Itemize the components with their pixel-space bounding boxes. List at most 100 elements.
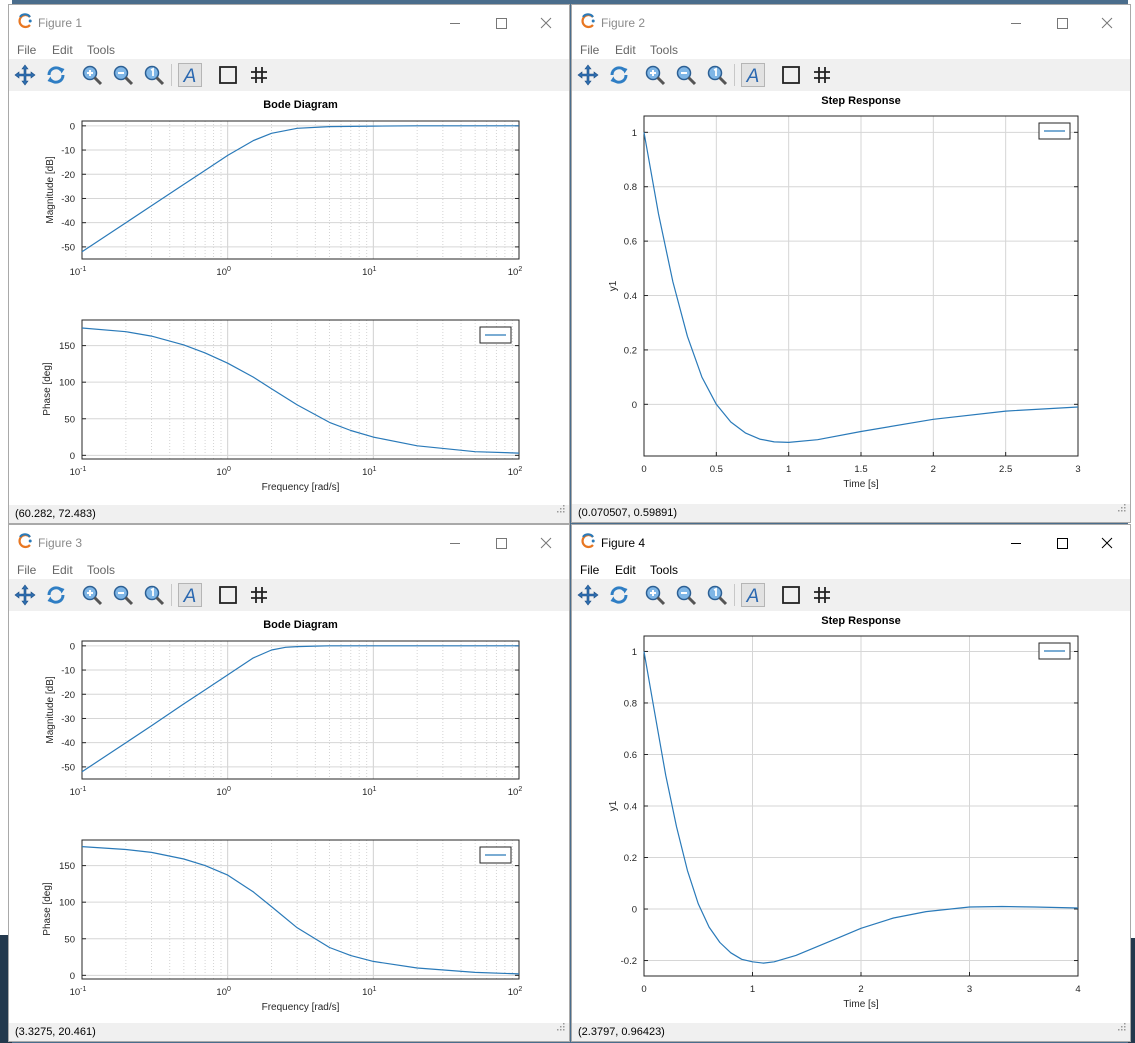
- zoom-out-button[interactable]: [110, 62, 136, 88]
- text-button[interactable]: A: [177, 582, 203, 608]
- rotate-button[interactable]: [43, 62, 69, 88]
- resize-grip-icon[interactable]: [1116, 1020, 1126, 1038]
- box-button[interactable]: [215, 582, 241, 608]
- resize-grip-icon[interactable]: [1116, 501, 1126, 519]
- zoom-out-button[interactable]: [110, 582, 136, 608]
- figure-window[interactable]: Figure 1 File Edit Tools A Bode Diagram 0 -10 -2…: [8, 4, 570, 524]
- zoom-in-button[interactable]: [79, 582, 105, 608]
- figure-window[interactable]: Figure 4 File Edit Tools A Step Response 1 0.8 0…: [571, 524, 1131, 1042]
- y-tick-label: -40: [61, 218, 75, 229]
- menu-file[interactable]: File: [17, 43, 37, 57]
- figure-window[interactable]: Figure 3 File Edit Tools A Bode Diagram 0 -10 -2…: [8, 524, 570, 1042]
- grid-button[interactable]: [809, 62, 835, 88]
- toolbar-separator: [734, 64, 735, 86]
- x-tick-label: 100: [216, 266, 231, 278]
- zoom-in-button[interactable]: [642, 582, 668, 608]
- title-bar[interactable]: Figure 4: [572, 525, 1130, 561]
- legend[interactable]: [479, 326, 512, 344]
- menu-tools[interactable]: Tools: [650, 563, 679, 577]
- menu-tools[interactable]: Tools: [650, 43, 679, 57]
- axes: 1 0.8 0.6 0.4 0.2 0 0 0.5 1 1.5 2 2.5 3: [624, 115, 1081, 475]
- grid-button[interactable]: [809, 582, 835, 608]
- y-tick-label: 0.6: [624, 237, 637, 248]
- text-button[interactable]: A: [740, 62, 766, 88]
- grid-button[interactable]: [246, 62, 272, 88]
- legend[interactable]: [479, 846, 512, 864]
- rotate-button[interactable]: [43, 582, 69, 608]
- cursor-coordinates: (3.3275, 20.461): [15, 1026, 96, 1038]
- maximize-button[interactable]: [482, 529, 520, 557]
- box-button[interactable]: [215, 62, 241, 88]
- rotate-button[interactable]: [606, 62, 632, 88]
- text-button[interactable]: A: [177, 62, 203, 88]
- menu-file[interactable]: File: [17, 563, 37, 577]
- minimize-button[interactable]: [436, 529, 474, 557]
- menu-edit[interactable]: Edit: [615, 43, 636, 57]
- minimize-icon: [450, 23, 460, 24]
- zoom-in-button[interactable]: [642, 62, 668, 88]
- menu-tools[interactable]: Tools: [87, 563, 116, 577]
- close-button[interactable]: [1088, 9, 1126, 37]
- menu-edit[interactable]: Edit: [52, 563, 73, 577]
- menu-file[interactable]: File: [580, 563, 600, 577]
- pan-button[interactable]: [575, 62, 601, 88]
- menu-file[interactable]: File: [580, 43, 600, 57]
- menu-edit[interactable]: Edit: [615, 563, 636, 577]
- rotate-button[interactable]: [606, 582, 632, 608]
- grid-button[interactable]: [246, 582, 272, 608]
- y-axis-label: Magnitude [dB]: [45, 156, 56, 223]
- reset-zoom-button[interactable]: [141, 62, 167, 88]
- desktop-dark-right: [1128, 938, 1135, 1043]
- x-tick-label: 10-1: [70, 786, 87, 798]
- legend[interactable]: [1038, 642, 1071, 660]
- maximize-button[interactable]: [1043, 529, 1081, 557]
- toolbar: A: [572, 59, 1130, 91]
- figure-canvas[interactable]: Bode Diagram 0 -10 -20 -30 -40 -50 10-1 100 101 10…: [9, 611, 569, 1025]
- svg-text:A: A: [183, 66, 197, 87]
- figure-canvas[interactable]: Bode Diagram 0 -10 -20 -30 -40 -50 10-1 100 101 10…: [9, 91, 569, 507]
- figure-canvas[interactable]: Step Response 1 0.8 0.6 0.4 0.2 0 -0.2 0 1 2 3 4 y1 Ti…: [572, 611, 1130, 1025]
- grid-icon: [251, 67, 267, 83]
- menu-tools[interactable]: Tools: [87, 43, 116, 57]
- figure-window[interactable]: Figure 2 File Edit Tools A Step Response 1 0.8 0…: [571, 4, 1131, 523]
- box-button[interactable]: [778, 582, 804, 608]
- axes-frame: [643, 635, 1079, 977]
- close-button[interactable]: [527, 9, 565, 37]
- pan-button[interactable]: [575, 582, 601, 608]
- minimize-button[interactable]: [997, 9, 1035, 37]
- box-button[interactable]: [778, 62, 804, 88]
- reset-zoom-button[interactable]: [141, 582, 167, 608]
- resize-grip-icon[interactable]: [555, 502, 565, 520]
- y-tick-label: 0.2: [624, 853, 637, 864]
- axes-frame: [81, 839, 520, 980]
- title-bar[interactable]: Figure 1: [9, 5, 569, 41]
- legend[interactable]: [1038, 122, 1071, 140]
- zoom-in-icon: [645, 65, 666, 86]
- pan-button[interactable]: [12, 62, 38, 88]
- title-bar[interactable]: Figure 2: [572, 5, 1130, 41]
- reset-zoom-button[interactable]: [704, 62, 730, 88]
- close-button[interactable]: [527, 529, 565, 557]
- resize-grip-icon[interactable]: [555, 1020, 565, 1038]
- maximize-button[interactable]: [482, 9, 520, 37]
- pan-button[interactable]: [12, 582, 38, 608]
- maximize-button[interactable]: [1043, 9, 1081, 37]
- menu-edit[interactable]: Edit: [52, 43, 73, 57]
- zoom-out-button[interactable]: [673, 582, 699, 608]
- zoom-in-button[interactable]: [79, 62, 105, 88]
- y-tick-label: 1: [632, 647, 637, 658]
- x-tick-label: 2.5: [999, 464, 1012, 475]
- axes-background: [82, 840, 519, 979]
- text-button[interactable]: A: [740, 582, 766, 608]
- box-icon: [782, 66, 800, 84]
- figure-canvas[interactable]: Step Response 1 0.8 0.6 0.4 0.2 0 0 0.5 1 1.5 2 2.5 3…: [572, 91, 1130, 506]
- title-bar[interactable]: Figure 3: [9, 525, 569, 561]
- window-title: Figure 3: [38, 536, 83, 550]
- close-button[interactable]: [1088, 529, 1126, 557]
- minimize-button[interactable]: [436, 9, 474, 37]
- x-tick-label: 100: [216, 786, 231, 798]
- zoom-out-button[interactable]: [673, 62, 699, 88]
- minimize-button[interactable]: [997, 529, 1035, 557]
- reset-zoom-button[interactable]: [704, 582, 730, 608]
- window-title: Figure 2: [601, 16, 646, 30]
